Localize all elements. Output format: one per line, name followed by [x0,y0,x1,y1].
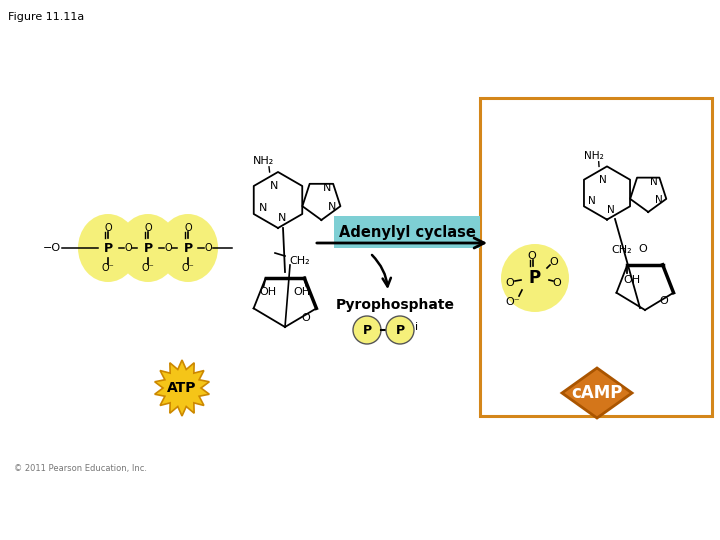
Polygon shape [562,368,632,418]
Ellipse shape [501,244,569,312]
Text: P: P [104,241,112,254]
Text: CH₂: CH₂ [612,245,632,255]
FancyBboxPatch shape [334,216,480,248]
Text: O: O [144,223,152,233]
Text: ATP: ATP [167,381,197,395]
Polygon shape [155,360,210,416]
Text: O: O [184,223,192,233]
Ellipse shape [118,214,178,282]
Text: OH: OH [259,287,276,297]
Text: Adenylyl cyclase: Adenylyl cyclase [338,225,475,240]
Text: −O: −O [43,243,61,253]
Text: © 2011 Pearson Education, Inc.: © 2011 Pearson Education, Inc. [14,463,147,472]
Text: cAMP: cAMP [571,384,623,402]
Text: O: O [104,223,112,233]
Text: O: O [528,251,536,261]
Text: P: P [362,323,372,336]
Text: O: O [639,244,647,254]
Text: O: O [505,278,514,288]
Text: Figure 11.11a: Figure 11.11a [8,12,84,22]
Text: O: O [549,257,559,267]
Text: O: O [553,278,562,288]
Text: O: O [124,243,132,253]
Text: O⁻: O⁻ [142,263,154,273]
Text: NH₂: NH₂ [584,151,603,161]
Text: P: P [529,269,541,287]
Text: O⁻: O⁻ [505,297,521,307]
Ellipse shape [158,214,218,282]
Circle shape [386,316,414,344]
Text: O: O [660,296,668,306]
Text: N: N [278,213,287,223]
Text: N: N [328,202,336,212]
Text: O⁻: O⁻ [181,263,194,273]
Text: CH₂: CH₂ [289,256,310,266]
Text: N: N [588,196,596,206]
Text: O: O [204,243,212,253]
Text: N: N [269,181,278,191]
Ellipse shape [78,214,138,282]
Text: P: P [143,241,153,254]
Text: O: O [301,313,310,323]
Bar [480,98,712,416]
Text: OH: OH [624,275,641,285]
Text: OH: OH [294,287,311,297]
Text: Pyrophosphate: Pyrophosphate [336,298,454,312]
Text: N: N [607,205,615,215]
Text: O: O [164,243,172,253]
Circle shape [353,316,381,344]
Text: N: N [650,177,658,187]
Text: N: N [654,194,662,205]
Text: i: i [415,322,418,332]
Text: NH₂: NH₂ [253,156,274,166]
Text: N: N [258,204,267,213]
Text: N: N [599,175,607,185]
Text: P: P [395,323,405,336]
Text: N: N [323,183,332,193]
Text: O⁻: O⁻ [102,263,114,273]
Text: P: P [184,241,192,254]
